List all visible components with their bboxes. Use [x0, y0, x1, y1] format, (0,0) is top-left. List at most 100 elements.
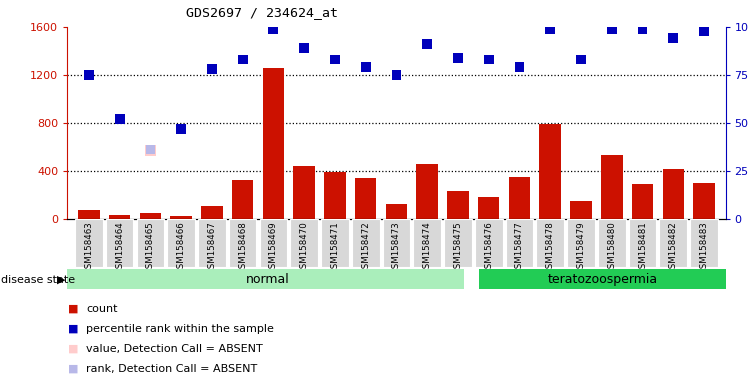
Point — [452, 55, 464, 61]
Point — [268, 26, 280, 32]
Bar — [570, 202, 592, 219]
Point — [606, 26, 618, 32]
Text: ■: ■ — [68, 344, 79, 354]
FancyBboxPatch shape — [105, 219, 133, 267]
Point — [698, 28, 710, 34]
FancyBboxPatch shape — [598, 219, 625, 267]
FancyBboxPatch shape — [137, 219, 165, 267]
Text: teratozoospermia: teratozoospermia — [548, 273, 657, 286]
Point — [421, 41, 433, 47]
FancyBboxPatch shape — [198, 219, 226, 267]
Text: percentile rank within the sample: percentile rank within the sample — [86, 324, 274, 334]
Bar — [171, 217, 192, 219]
Point — [144, 147, 156, 153]
Point — [298, 45, 310, 51]
Bar — [293, 166, 315, 219]
Bar — [78, 210, 99, 219]
Text: normal: normal — [245, 273, 289, 286]
Text: GSM158480: GSM158480 — [607, 221, 616, 274]
Bar — [140, 214, 161, 219]
Bar — [109, 215, 130, 219]
Text: GDS2697 / 234624_at: GDS2697 / 234624_at — [186, 6, 338, 19]
Bar — [447, 191, 469, 219]
Text: GSM158468: GSM158468 — [238, 221, 247, 274]
Point — [575, 56, 587, 63]
Text: GSM158477: GSM158477 — [515, 221, 524, 274]
Bar — [509, 177, 530, 219]
Text: GSM158472: GSM158472 — [361, 221, 370, 274]
Text: value, Detection Call = ABSENT: value, Detection Call = ABSENT — [86, 344, 263, 354]
Text: GSM158476: GSM158476 — [484, 221, 493, 274]
Point — [390, 72, 402, 78]
Text: GSM158474: GSM158474 — [423, 221, 432, 274]
Text: GSM158470: GSM158470 — [300, 221, 309, 274]
Point — [545, 26, 557, 32]
FancyBboxPatch shape — [75, 219, 102, 267]
Point — [513, 64, 525, 70]
FancyBboxPatch shape — [475, 219, 503, 267]
Text: GSM158464: GSM158464 — [115, 221, 124, 274]
Text: GSM158482: GSM158482 — [669, 221, 678, 274]
FancyBboxPatch shape — [479, 269, 726, 290]
FancyBboxPatch shape — [229, 219, 257, 267]
FancyBboxPatch shape — [67, 269, 464, 290]
Text: rank, Detection Call = ABSENT: rank, Detection Call = ABSENT — [86, 364, 257, 374]
Bar — [201, 206, 223, 219]
FancyBboxPatch shape — [567, 219, 595, 267]
Bar — [386, 204, 407, 219]
FancyBboxPatch shape — [506, 219, 533, 267]
Text: GSM158466: GSM158466 — [177, 221, 186, 274]
Bar — [417, 164, 438, 219]
Text: GSM158475: GSM158475 — [453, 221, 462, 274]
Bar — [355, 178, 376, 219]
Bar — [632, 184, 653, 219]
FancyBboxPatch shape — [628, 219, 656, 267]
FancyBboxPatch shape — [414, 219, 441, 267]
Bar — [263, 68, 284, 219]
Bar — [693, 184, 715, 219]
FancyBboxPatch shape — [260, 219, 287, 267]
Text: GSM158467: GSM158467 — [207, 221, 216, 274]
Text: ■: ■ — [68, 324, 79, 334]
FancyBboxPatch shape — [321, 219, 349, 267]
Text: GSM158469: GSM158469 — [269, 221, 278, 274]
Point — [329, 56, 341, 63]
Point — [144, 147, 156, 154]
FancyBboxPatch shape — [352, 219, 379, 267]
Text: GSM158463: GSM158463 — [85, 221, 94, 274]
FancyBboxPatch shape — [660, 219, 687, 267]
Point — [482, 56, 494, 63]
Text: GSM158465: GSM158465 — [146, 221, 155, 274]
FancyBboxPatch shape — [290, 219, 318, 267]
Text: GSM158481: GSM158481 — [638, 221, 647, 274]
FancyBboxPatch shape — [690, 219, 718, 267]
Text: GSM158479: GSM158479 — [577, 221, 586, 274]
Bar — [539, 124, 561, 219]
Point — [637, 26, 649, 32]
Text: GSM158478: GSM158478 — [546, 221, 555, 274]
FancyBboxPatch shape — [382, 219, 411, 267]
Point — [114, 116, 126, 122]
Text: ■: ■ — [68, 304, 79, 314]
Text: disease state: disease state — [1, 275, 76, 285]
Point — [667, 35, 679, 41]
Text: ▶: ▶ — [58, 275, 66, 285]
Text: ■: ■ — [68, 364, 79, 374]
Bar — [324, 172, 346, 219]
Bar — [232, 180, 254, 219]
Text: GSM158473: GSM158473 — [392, 221, 401, 274]
FancyBboxPatch shape — [444, 219, 472, 267]
Text: count: count — [86, 304, 117, 314]
Point — [206, 66, 218, 72]
FancyBboxPatch shape — [168, 219, 195, 267]
Bar — [663, 169, 684, 219]
Point — [360, 64, 372, 70]
Text: GSM158483: GSM158483 — [699, 221, 708, 274]
Point — [236, 56, 248, 63]
Bar — [478, 197, 500, 219]
FancyBboxPatch shape — [536, 219, 564, 267]
Text: GSM158471: GSM158471 — [331, 221, 340, 274]
Bar — [601, 155, 622, 219]
Point — [83, 72, 95, 78]
Point — [175, 126, 187, 132]
